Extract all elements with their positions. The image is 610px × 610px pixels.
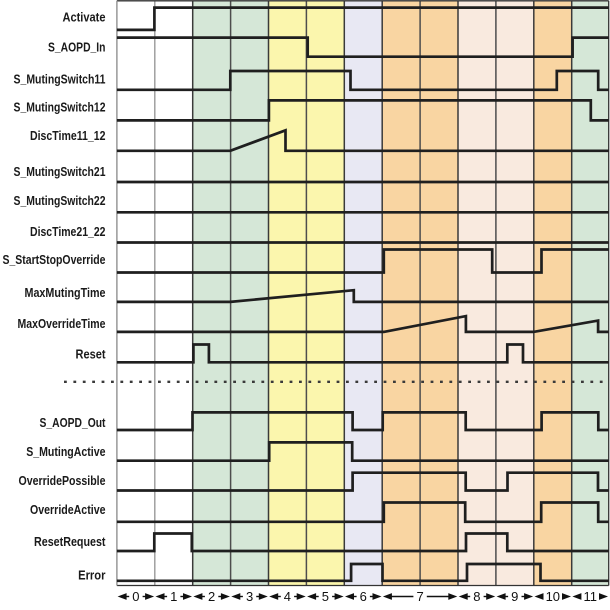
svg-text:ResetRequest: ResetRequest (34, 534, 106, 549)
svg-text:Activate: Activate (63, 10, 106, 25)
svg-text:S_AOPD_In: S_AOPD_In (48, 40, 106, 55)
svg-text:MaxMutingTime: MaxMutingTime (25, 285, 106, 300)
svg-text:8: 8 (473, 589, 480, 604)
svg-text:7: 7 (416, 589, 423, 604)
svg-text:6: 6 (360, 589, 367, 604)
svg-text:0: 0 (132, 589, 139, 604)
svg-text:S_MutingSwitch12: S_MutingSwitch12 (14, 100, 106, 115)
svg-text:9: 9 (511, 589, 518, 604)
svg-text:1: 1 (170, 589, 177, 604)
svg-text:5: 5 (322, 589, 329, 604)
svg-text:Error: Error (78, 568, 105, 583)
svg-text:S_StartStopOverride: S_StartStopOverride (3, 252, 106, 267)
svg-text:10: 10 (546, 589, 560, 604)
svg-text:S_MutingSwitch21: S_MutingSwitch21 (14, 164, 106, 179)
svg-text:2: 2 (208, 589, 215, 604)
svg-text:MaxOverrideTime: MaxOverrideTime (18, 316, 106, 331)
svg-text:DiscTime11_12: DiscTime11_12 (30, 128, 106, 143)
svg-text:OverrideActive: OverrideActive (30, 502, 106, 517)
svg-text:S_MutingSwitch22: S_MutingSwitch22 (14, 193, 106, 208)
svg-text:S_MutingActive: S_MutingActive (26, 444, 105, 459)
svg-text:S_AOPD_Out: S_AOPD_Out (40, 415, 107, 430)
svg-text:OverridePossible: OverridePossible (19, 473, 106, 488)
svg-text:3: 3 (246, 589, 253, 604)
svg-text:S_MutingSwitch11: S_MutingSwitch11 (14, 72, 106, 87)
svg-text:4: 4 (284, 589, 291, 604)
svg-text:Reset: Reset (76, 346, 107, 361)
svg-text:11: 11 (583, 589, 597, 604)
svg-text:DiscTime21_22: DiscTime21_22 (30, 224, 106, 239)
